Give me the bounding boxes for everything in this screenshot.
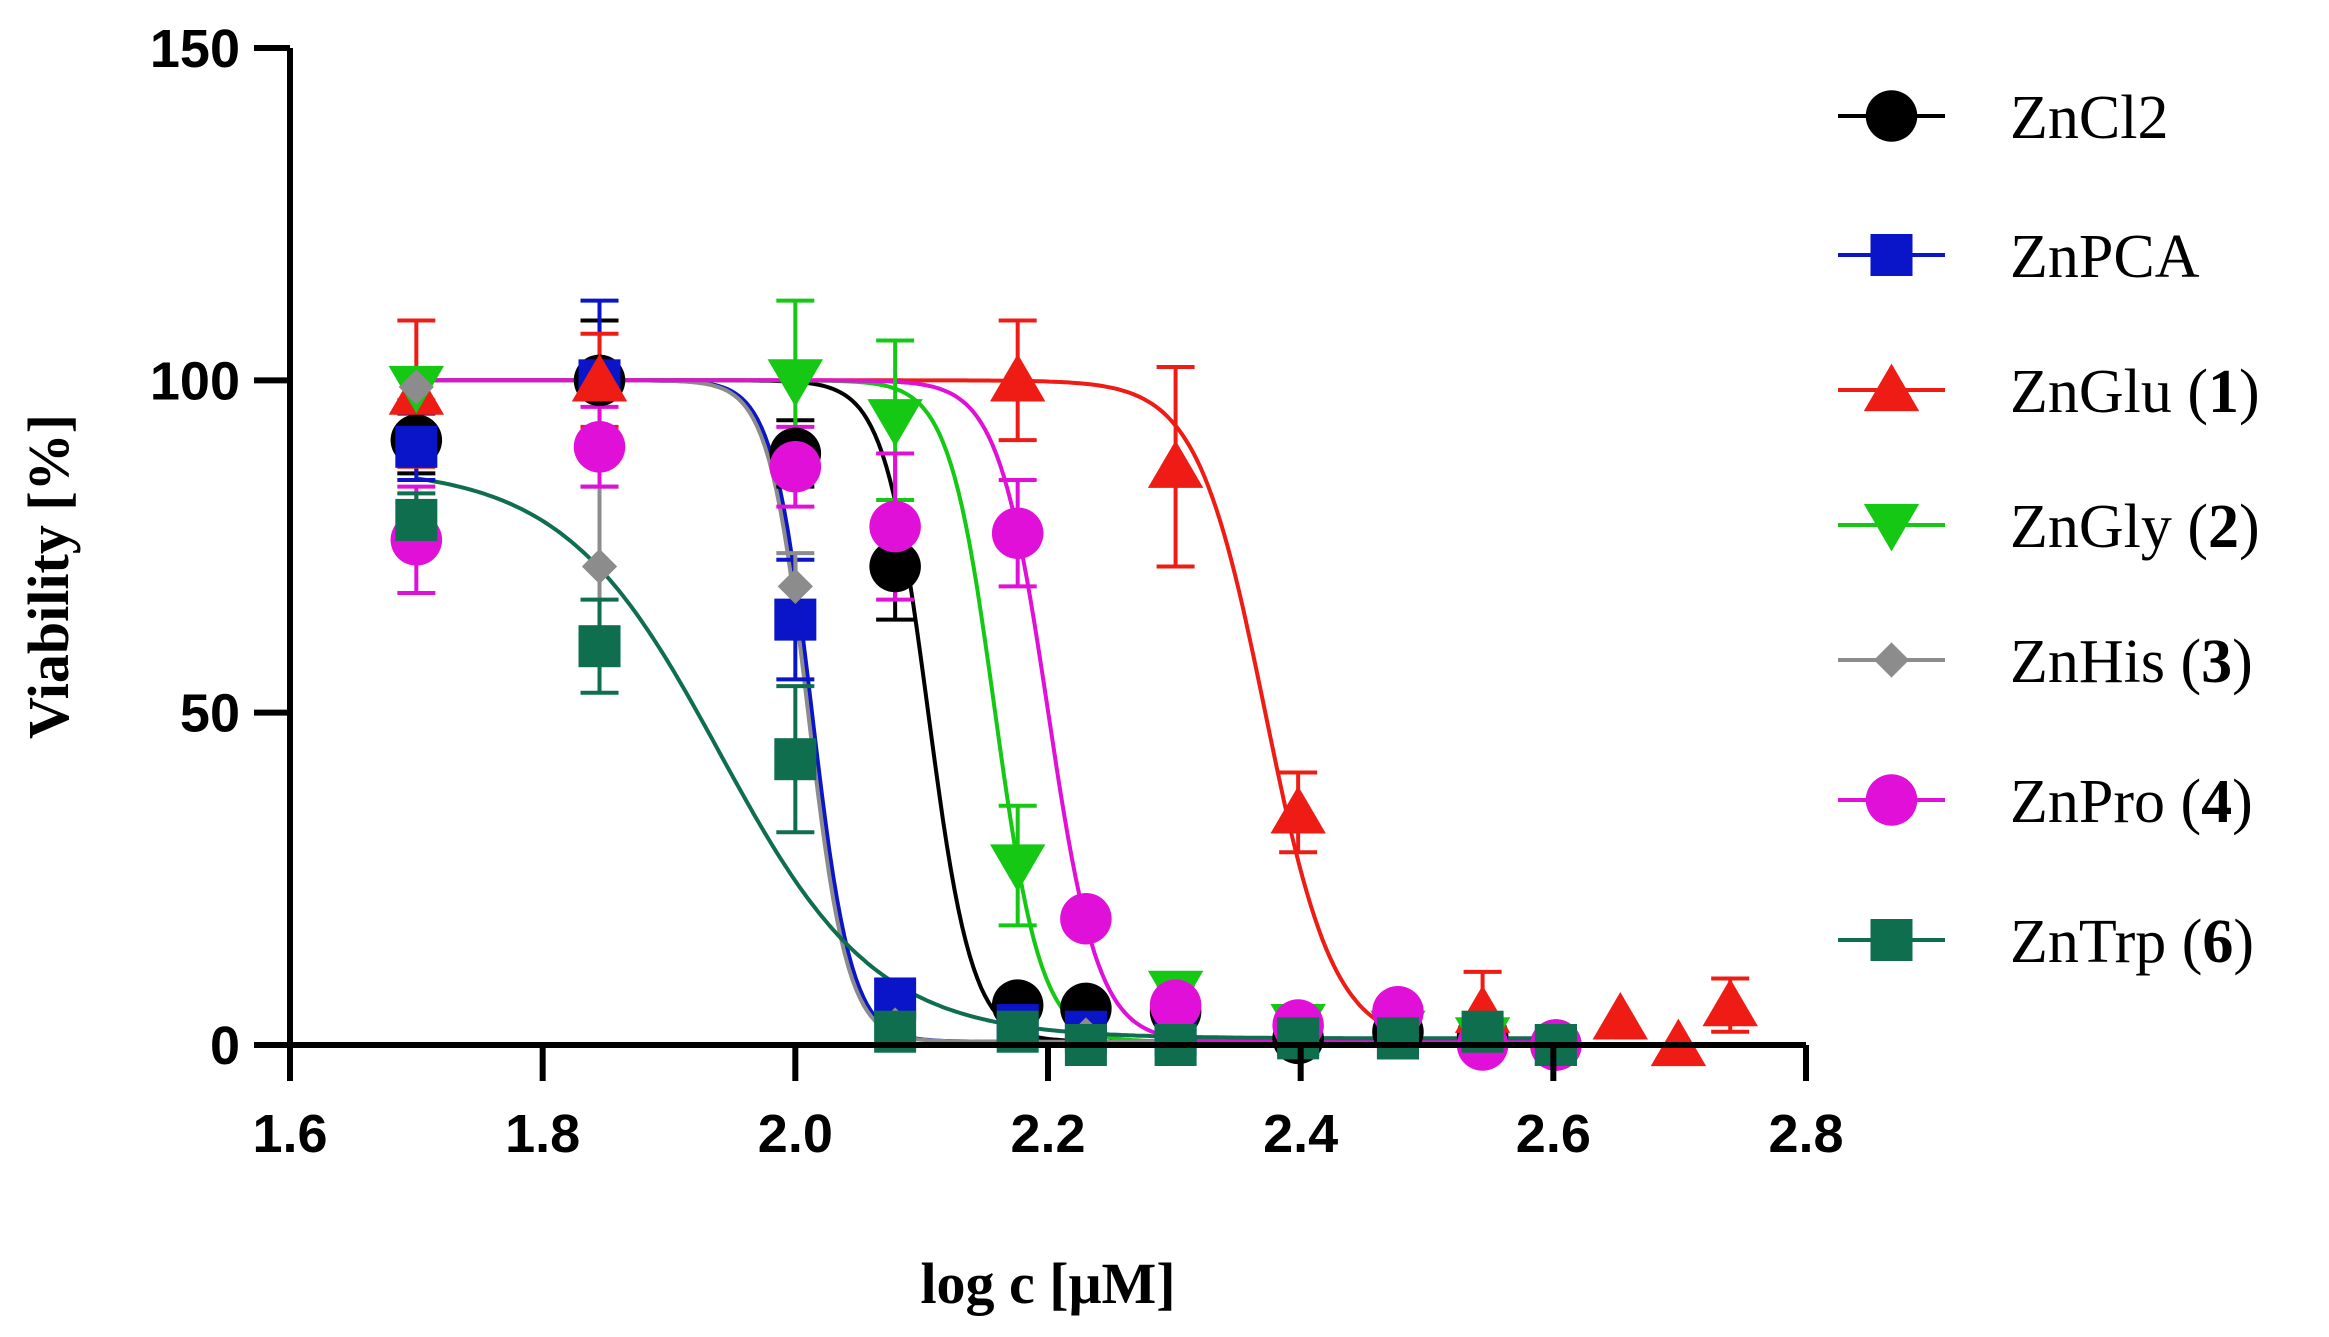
y-axis-title: Viability [%] — [16, 414, 81, 739]
legend-marker-5 — [1865, 774, 1918, 826]
legend-label-6: ZnTrp (6) — [2010, 908, 2254, 976]
legend-label-number-6: 6 — [2202, 908, 2233, 976]
legend-marker-2 — [1863, 363, 1920, 412]
legend-label-main-6: ZnTrp ( — [2010, 908, 2202, 976]
legend-label-5: ZnPro (4) — [2010, 768, 2253, 836]
legend-marker-6 — [1870, 919, 1913, 961]
legend-label-0: ZnCl2 — [2010, 84, 2168, 152]
fit-curve-5 — [416, 378, 1554, 1044]
axes — [287, 48, 1806, 1048]
data-point-5-3 — [869, 500, 921, 553]
data-point-2-6 — [1592, 992, 1649, 1040]
legend-label-number-2: 1 — [2208, 358, 2239, 426]
legend-label-main-0: ZnCl2 — [2010, 84, 2168, 152]
data-point-6-8 — [1376, 1017, 1419, 1060]
x-tick-label-0: 1.6 — [252, 1104, 327, 1164]
data-point-3-2 — [867, 399, 923, 447]
y-tick-label-1: 50 — [180, 684, 240, 744]
legend-label-1: ZnPCA — [2010, 223, 2200, 291]
legend-label-main-2: ZnGlu ( — [2010, 358, 2208, 426]
legend-label-4: ZnHis (3) — [2010, 628, 2253, 696]
fit-curve-1 — [416, 378, 1554, 1044]
legend-marker-0 — [1865, 90, 1918, 142]
data-point-2-2 — [989, 353, 1046, 402]
data-point-4-0 — [398, 369, 434, 405]
x-tick-label-6: 2.8 — [1768, 1104, 1843, 1164]
legend-marker-1 — [1870, 234, 1913, 276]
legend-marker-4 — [1873, 642, 1910, 678]
data-point-2-4 — [1270, 785, 1326, 834]
legend-label-3: ZnGly (2) — [2010, 493, 2260, 561]
fit-curve-2 — [416, 378, 1554, 1047]
legend-label-main-1: ZnPCA — [2010, 223, 2200, 291]
x-axis-title: log c [μM] — [920, 1251, 1175, 1316]
legend-label-close-5: ) — [2232, 768, 2253, 836]
legend-label-main-5: ZnPro ( — [2010, 768, 2201, 836]
data-point-5-5 — [1060, 892, 1112, 945]
legend-marker-3 — [1863, 503, 1920, 552]
x-tick-label-1: 1.8 — [505, 1104, 580, 1164]
legend-label-main-3: ZnGly ( — [2010, 493, 2208, 561]
legend-label-number-5: 4 — [2201, 768, 2232, 836]
x-tick-label-2: 2.0 — [758, 1104, 833, 1164]
data-point-2-1 — [571, 353, 628, 402]
y-tick-label-2: 100 — [150, 351, 240, 411]
fit-curve-4 — [416, 378, 1554, 1044]
legend-label-close-2: ) — [2239, 358, 2260, 426]
data-point-5-6 — [1149, 979, 1202, 1031]
axis-ticks: 1.6 1.8 2.0 2.2 2.4 2.6 2.8 0 50 100 150 — [150, 19, 1844, 1164]
y-tick-label-0: 0 — [210, 1016, 240, 1076]
y-tick-label-3: 150 — [150, 19, 240, 79]
data-point-4-1 — [581, 548, 618, 585]
legend-label-number-4: 3 — [2201, 628, 2232, 696]
data-point-3-1 — [767, 359, 824, 407]
legend-label-close-3: ) — [2239, 493, 2260, 561]
fit-curve-0 — [416, 378, 1554, 1044]
x-tick-label-4: 2.4 — [1263, 1104, 1338, 1164]
data-point-2-3 — [1147, 440, 1204, 488]
legend-label-close-4: ) — [2232, 628, 2253, 696]
data-point-4-2 — [777, 568, 813, 605]
data-point-0-3 — [869, 540, 921, 593]
data-point-6-1 — [578, 625, 621, 668]
data-point-1-2 — [774, 598, 817, 641]
x-tick-label-3: 2.2 — [1010, 1104, 1085, 1164]
data-point-2-8 — [1702, 978, 1758, 1027]
legend-label-2: ZnGlu (1) — [2010, 358, 2260, 426]
data-point-3-3 — [989, 844, 1046, 892]
data-markers — [388, 353, 1758, 1071]
data-point-5-2 — [769, 440, 822, 493]
legend-label-main-4: ZnHis ( — [2010, 628, 2201, 696]
data-point-1-0 — [395, 425, 438, 468]
data-point-6-2 — [774, 738, 817, 781]
fit-curves — [415, 378, 1554, 1047]
legend-label-close-6: ) — [2233, 908, 2254, 976]
data-point-5-4 — [991, 507, 1044, 559]
data-point-6-0 — [395, 498, 438, 541]
data-point-5-1 — [573, 421, 626, 473]
legend-label-number-3: 2 — [2208, 493, 2239, 561]
fit-curve-3 — [416, 378, 1554, 1044]
x-tick-label-5: 2.6 — [1516, 1104, 1591, 1164]
